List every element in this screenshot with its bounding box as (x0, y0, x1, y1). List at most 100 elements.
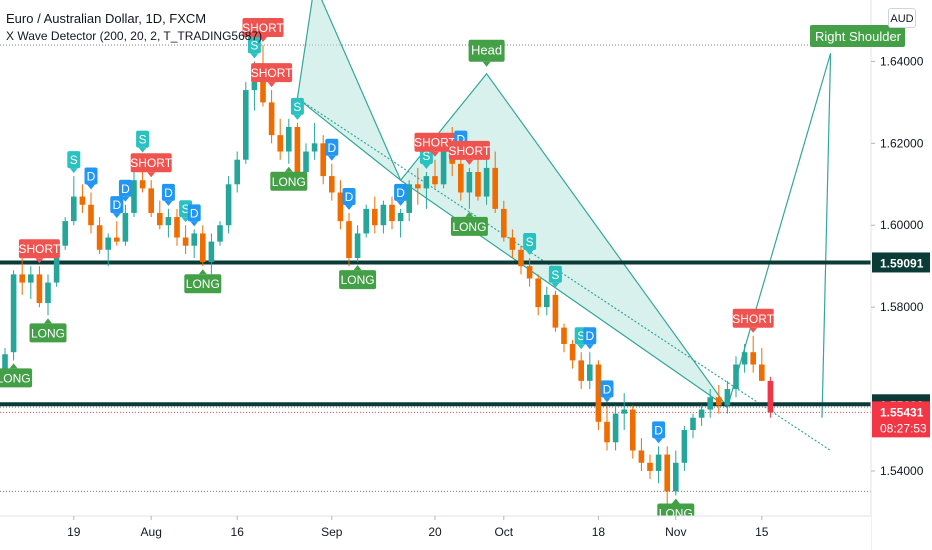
candle (303, 151, 309, 172)
candle (28, 274, 34, 283)
candle (681, 430, 688, 463)
signal-pointer (44, 318, 52, 324)
candle (114, 237, 120, 242)
signal-short: SHORT (242, 18, 285, 43)
right-shoulder-box (810, 25, 905, 47)
candle (208, 241, 215, 263)
candle (389, 204, 395, 222)
candle (225, 184, 232, 226)
signal-box (450, 216, 488, 236)
pattern-right-shoulder (726, 53, 832, 418)
signal-label: S (422, 149, 430, 163)
signal-label: D (121, 182, 130, 196)
signal-box (652, 421, 666, 439)
candle (157, 212, 163, 226)
candle (423, 176, 430, 189)
signal-long: LONG (0, 363, 33, 388)
candle (10, 274, 17, 353)
signal-label: SHORT (242, 21, 284, 35)
candle (79, 196, 86, 205)
candle (664, 454, 670, 492)
head-label: Head (468, 39, 505, 67)
candle (148, 188, 154, 213)
signal-label: S (551, 268, 559, 282)
signal-pointer (671, 498, 680, 504)
candle (174, 217, 180, 238)
signal-d: D (394, 183, 408, 206)
signal-short: SHORT (414, 132, 457, 157)
pattern-neckline (297, 97, 831, 451)
candle (690, 417, 696, 430)
right-shoulder-label: Right Shoulder (810, 25, 905, 47)
candle (432, 176, 438, 185)
candle (483, 167, 490, 197)
candle (36, 274, 43, 304)
price-tick-label: 1.54000 (880, 464, 924, 478)
signal-s: S (247, 36, 261, 59)
signal-pointer (250, 53, 259, 59)
candle (260, 69, 266, 103)
signal-box (242, 18, 284, 38)
signal-label: D (396, 186, 405, 200)
signal-pointer (396, 200, 405, 206)
candle (96, 225, 103, 250)
time-tick-label: 20 (428, 525, 442, 539)
candle (217, 225, 223, 242)
candle (363, 208, 369, 234)
candle (234, 159, 240, 185)
signal-long: LONG (184, 269, 222, 294)
pattern-labels: Head Right Shoulder (468, 25, 905, 67)
candle (544, 294, 550, 308)
candle (286, 126, 292, 152)
signal-label: D (456, 133, 465, 147)
indicator-title[interactable]: X Wave Detector (200, 20, 2, T_TRADING56… (6, 29, 263, 43)
signal-s: S (136, 130, 150, 153)
candle (380, 204, 387, 226)
signal-label: S (70, 153, 78, 167)
candle (612, 413, 619, 443)
candle (62, 221, 68, 246)
last-price-label: 1.55431 (880, 405, 924, 419)
signal-short: SHORT (130, 153, 173, 178)
candle (320, 143, 326, 177)
signal-label: D (654, 423, 663, 437)
candle (475, 172, 481, 197)
candle (741, 352, 748, 365)
signal-box (523, 233, 537, 250)
chart-legend: Euro / Australian Dollar, 1D, FXCM X Wav… (6, 10, 262, 44)
candle (406, 184, 412, 213)
price-axis-panel (871, 0, 932, 550)
signal-d: D (342, 187, 356, 210)
candle (200, 233, 206, 263)
signal-label: S (182, 202, 190, 216)
time-tick-label: Nov (665, 525, 686, 539)
signal-label: SHORT (130, 156, 172, 170)
signal-box (110, 196, 124, 214)
signal-d: D (652, 421, 666, 444)
signal-label: SHORT (449, 144, 491, 158)
price-tick-label: 1.60000 (880, 218, 924, 232)
symbol-title[interactable]: Euro / Australian Dollar, 1D, FXCM (6, 11, 207, 26)
candle (2, 354, 8, 373)
currency-button[interactable]: AUD (888, 8, 916, 28)
signal-box (414, 132, 456, 152)
candle (647, 462, 653, 471)
candle (604, 421, 610, 443)
time-tick-label: 18 (592, 525, 606, 539)
signal-d: D (583, 327, 597, 350)
signal-pointer (293, 114, 302, 120)
time-axis-panel (0, 516, 871, 550)
signal-s: S (290, 97, 304, 120)
candle (535, 278, 541, 308)
signal-pointer (353, 265, 362, 271)
candle (191, 233, 197, 246)
candle (277, 135, 283, 152)
pattern-triangle-1 (296, 0, 402, 181)
signal-box (325, 138, 339, 156)
signal-label: D (190, 206, 199, 220)
signal-box (583, 327, 597, 345)
signal-pointer (164, 200, 173, 206)
